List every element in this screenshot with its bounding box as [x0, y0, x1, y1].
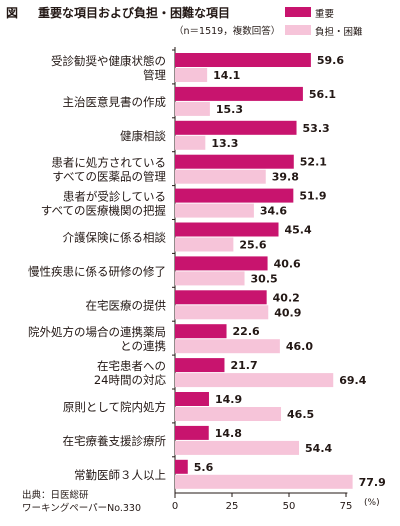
category-label: 常勤医師３人以上 — [74, 468, 166, 482]
legend-label-burden: 負担・困難 — [315, 27, 363, 38]
figure-label: 図 — [6, 6, 19, 20]
bar-burden — [175, 373, 334, 388]
data-label-important: 5.6 — [194, 461, 214, 474]
x-tick-label: 50 — [283, 501, 296, 512]
data-label-important: 51.9 — [299, 190, 326, 203]
data-label-burden: 15.3 — [216, 103, 243, 116]
data-label-burden: 54.4 — [305, 442, 332, 455]
category-label: との連携 — [120, 339, 166, 353]
x-tick-label: 25 — [226, 501, 239, 512]
x-tick-label: 0 — [172, 501, 178, 512]
category-label: 患者が受診している — [63, 190, 166, 204]
source-line-1: 出典：日医総研 — [22, 490, 89, 501]
category-label: 介護保険に係る相談 — [63, 230, 167, 244]
category-label: 健康相談 — [120, 129, 166, 143]
data-label-burden: 46.5 — [287, 408, 314, 421]
bar-burden — [175, 474, 353, 489]
data-label-important: 22.6 — [233, 325, 260, 338]
bar-important — [175, 154, 294, 169]
bar-important — [175, 256, 268, 271]
bar-important — [175, 392, 209, 406]
bar-important — [175, 53, 311, 67]
data-label-important: 40.6 — [274, 257, 301, 270]
bar-important — [175, 188, 294, 203]
data-label-important: 40.2 — [273, 291, 300, 304]
data-label-burden: 13.3 — [211, 137, 238, 150]
category-label: すべての医療機関の把握 — [41, 204, 167, 218]
bar-important — [175, 324, 227, 339]
x-tick-label: 75 — [340, 501, 353, 512]
bar-burden — [175, 271, 245, 286]
category-label: 慢性疾患に係る研修の修了 — [28, 264, 166, 278]
source-note: 出典：日医総研 ワーキングペーパーNo.330 — [22, 489, 141, 515]
chart-note: （n＝1519，複数回答） — [174, 26, 281, 37]
data-label-important: 14.9 — [215, 393, 242, 406]
bar-burden — [175, 440, 300, 455]
category-label: 原則として院内処方 — [63, 400, 166, 414]
bar-important — [175, 290, 267, 305]
data-label-burden: 46.0 — [286, 340, 313, 353]
data-label-burden: 34.6 — [260, 205, 287, 218]
category-label: 在宅医療の提供 — [86, 298, 167, 312]
source-line-2: ワーキングペーパーNo.330 — [22, 503, 142, 514]
bar-important — [175, 425, 209, 440]
data-label-important: 59.6 — [317, 54, 344, 67]
category-label: 患者に処方されている — [51, 156, 166, 170]
data-label-important: 52.1 — [300, 156, 327, 169]
bar-burden — [175, 407, 282, 421]
data-label-burden: 30.5 — [251, 272, 278, 285]
data-label-burden: 25.6 — [239, 239, 266, 252]
bar-burden — [175, 101, 210, 116]
legend-label-important: 重要 — [315, 9, 335, 20]
bar-burden — [175, 135, 206, 150]
bar-important — [175, 222, 279, 237]
bar-burden — [175, 203, 254, 218]
bar-important — [175, 358, 225, 373]
category-label: 院外処方の場合の連携薬局 — [28, 325, 166, 339]
data-label-burden: 14.1 — [213, 69, 240, 82]
bar-important — [175, 120, 297, 135]
data-label-burden: 77.9 — [359, 476, 386, 489]
axis-unit-label: (%) — [364, 498, 380, 508]
data-label-important: 45.4 — [285, 224, 312, 237]
data-label-burden: 40.9 — [274, 306, 301, 319]
legend-swatch-burden — [285, 25, 311, 35]
category-label: 主治医意見書の作成 — [63, 95, 167, 109]
data-label-burden: 69.4 — [339, 374, 366, 387]
category-label: 24時間の対応 — [94, 373, 167, 387]
bar-important — [175, 86, 303, 101]
legend-swatch-important — [285, 7, 311, 17]
data-label-important: 21.7 — [230, 359, 257, 372]
bar-burden — [175, 169, 266, 184]
bar-burden — [175, 237, 234, 252]
bar-burden — [175, 68, 208, 82]
data-label-important: 53.3 — [303, 122, 330, 135]
bar-important — [175, 459, 188, 474]
category-label: 管理 — [143, 68, 166, 82]
category-label: 受診勧奨や健康状態の — [51, 54, 166, 68]
category-label: すべての医薬品の管理 — [52, 170, 166, 184]
category-label: 在宅患者への — [97, 359, 166, 373]
bar-burden — [175, 305, 269, 320]
data-label-important: 56.1 — [309, 88, 336, 101]
chart-title: 重要な項目および負担・困難な項目 — [38, 6, 231, 20]
category-label: 在宅療養支援診療所 — [63, 434, 167, 448]
data-label-important: 14.8 — [215, 427, 242, 440]
data-label-burden: 39.8 — [272, 171, 299, 184]
bar-burden — [175, 339, 280, 354]
